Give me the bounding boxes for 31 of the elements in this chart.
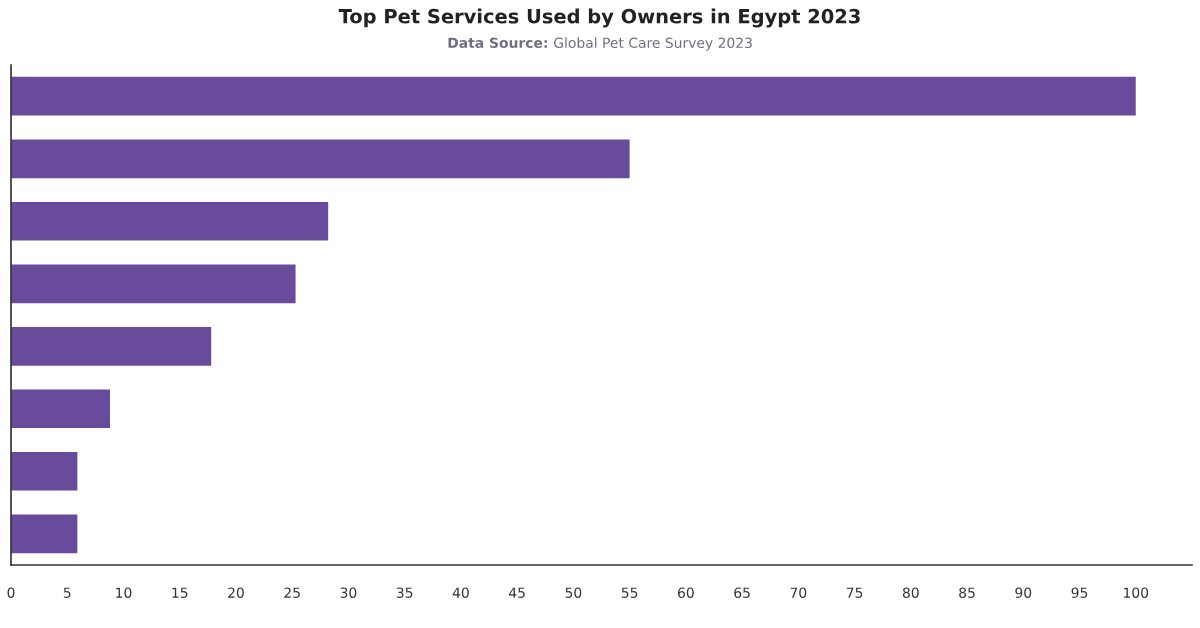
x-tick-label: 5 [63, 587, 71, 598]
x-tick-label: 45 [508, 587, 525, 598]
bar [11, 514, 78, 554]
x-tick-label: 65 [734, 587, 750, 598]
bar [11, 139, 630, 179]
x-tick-label: 15 [172, 587, 188, 598]
x-tick-label: 80 [902, 587, 919, 598]
x-tick-label: 40 [452, 587, 469, 598]
x-tick-label: 85 [959, 587, 975, 598]
x-tick-label: 95 [1071, 587, 1088, 598]
x-tick-label: 50 [565, 587, 582, 598]
bar [11, 326, 212, 366]
x-tick-label: 35 [396, 587, 413, 598]
x-tick-label: 55 [621, 587, 638, 598]
bar [11, 389, 110, 429]
x-tick-label: 70 [790, 587, 807, 598]
chart-subtitle: Data Source: Global Pet Care Survey 2023 [448, 37, 752, 51]
bar [11, 451, 78, 491]
x-tick-label: 25 [284, 587, 300, 598]
x-tick-label: 30 [340, 587, 357, 598]
bar [11, 264, 296, 304]
x-tick-label: 100 [1124, 587, 1149, 598]
x-tick-label: 10 [116, 587, 132, 598]
bar [11, 76, 1136, 116]
chart-title: Top Pet Services Used by Owners in Egypt 2023 [338, 8, 860, 28]
x-tick-label: 60 [677, 587, 694, 598]
bar [11, 201, 329, 241]
x-tick-label: 0 [7, 587, 15, 598]
x-tick-label: 20 [228, 587, 244, 598]
x-tick-label: 90 [1015, 587, 1032, 598]
x-tick-label: 75 [846, 587, 863, 598]
